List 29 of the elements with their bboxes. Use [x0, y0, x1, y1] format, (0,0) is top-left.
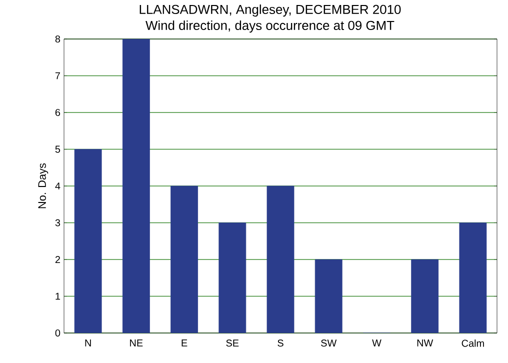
x-tick-label: N: [85, 340, 91, 346]
bar: [411, 259, 439, 333]
y-tick-label: 7: [55, 72, 60, 80]
y-tick-label: 3: [55, 219, 60, 226]
y-tick-label: 2: [55, 256, 60, 263]
y-axis-title: No. Days: [38, 163, 48, 208]
y-tick-label: 1: [56, 292, 60, 300]
chart-title: LLANSADWRN, Anglesey, DECEMBER 2010: [140, 4, 401, 17]
x-tick-label: S: [278, 340, 284, 347]
bar: [122, 39, 150, 333]
bar: [314, 259, 342, 333]
x-tick-label: NW: [417, 340, 434, 346]
x-tick-label: SW: [321, 340, 337, 347]
x-tick-label: NE: [130, 340, 143, 346]
bar: [459, 222, 487, 333]
y-tick-label: 0: [55, 329, 60, 337]
x-tick-label: Calm: [462, 340, 484, 347]
y-tick-label: 4: [55, 182, 60, 190]
bar: [266, 186, 294, 333]
x-tick-label: E: [182, 340, 188, 346]
bar: [74, 149, 102, 333]
bar: [218, 222, 246, 333]
chart-subtitle: Wind direction, days occurrence at 09 GMT: [146, 20, 394, 33]
y-tick-label: 5: [55, 146, 60, 153]
bar: [170, 186, 198, 333]
x-tick-label: SE: [226, 340, 239, 347]
y-tick-label: 8: [55, 35, 60, 43]
x-tick-label: W: [372, 340, 382, 346]
y-tick-label: 6: [55, 108, 60, 116]
